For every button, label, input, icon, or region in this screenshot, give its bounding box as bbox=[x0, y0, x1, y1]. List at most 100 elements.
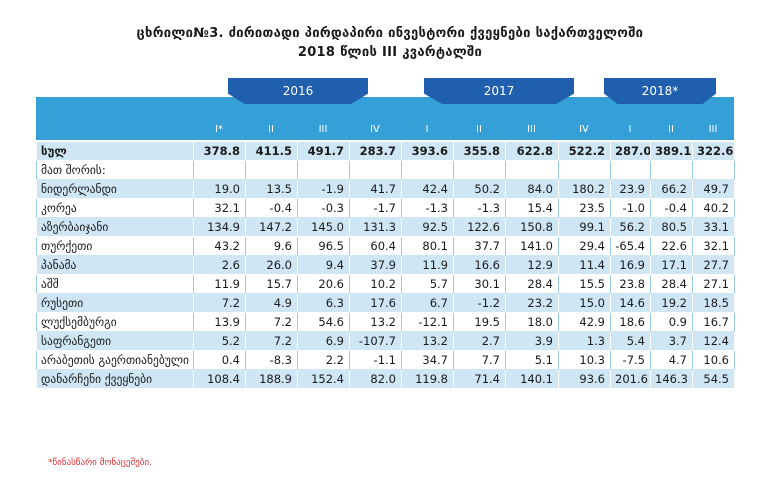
value-cell: 16.6 bbox=[453, 255, 506, 275]
value-cell: 5.4 bbox=[610, 331, 651, 351]
value-cell: 11.4 bbox=[558, 255, 611, 275]
value-cell: 96.5 bbox=[297, 236, 350, 256]
value-cell: 141.0 bbox=[505, 236, 559, 256]
value-cell: -1.9 bbox=[297, 179, 350, 199]
value-cell: 147.2 bbox=[245, 217, 298, 237]
quarter-header: III bbox=[318, 124, 328, 135]
value-cell: 10.6 bbox=[692, 350, 735, 370]
value-cell: 287.0 bbox=[610, 141, 651, 161]
investment-table: სულ 378.8 411.5 491.7 283.7 393.6 355.8 622.8 52… bbox=[36, 141, 735, 389]
footnote: *წინასწარი მონაცემები. bbox=[48, 458, 152, 468]
value-cell: 30.1 bbox=[453, 274, 506, 294]
value-cell: 54.5 bbox=[692, 369, 735, 389]
row-label: აზერბაიჯანი bbox=[36, 217, 194, 237]
value-cell: 32.1 bbox=[193, 198, 246, 218]
table-row: რუსეთი 7.2 4.9 6.3 17.6 6.7 -1.2 23.2 15.0 14.6 19… bbox=[36, 293, 735, 313]
value-cell: 19.5 bbox=[453, 312, 506, 332]
value-cell: 283.7 bbox=[349, 141, 402, 161]
value-cell: 5.7 bbox=[401, 274, 454, 294]
value-cell: -1.1 bbox=[349, 350, 402, 370]
value-cell: 34.7 bbox=[401, 350, 454, 370]
table-title: ცხრილი№3. ძირითადი პირდაპირი ინვესტორი ქ… bbox=[136, 26, 644, 41]
value-cell: 134.9 bbox=[193, 217, 246, 237]
value-cell: -0.4 bbox=[245, 198, 298, 218]
year-header-2018: 2018* bbox=[604, 78, 716, 104]
table-row: სულ 378.8 411.5 491.7 283.7 393.6 355.8 622.8 52… bbox=[36, 141, 735, 161]
value-cell: -0.3 bbox=[297, 198, 350, 218]
quarter-header: I* bbox=[215, 124, 223, 135]
value-cell bbox=[650, 160, 693, 180]
value-cell bbox=[297, 160, 350, 180]
value-cell: 28.4 bbox=[650, 274, 693, 294]
value-cell: -0.4 bbox=[650, 198, 693, 218]
value-cell: 389.1 bbox=[650, 141, 693, 161]
row-label: რუსეთი bbox=[36, 293, 194, 313]
quarter-header: I bbox=[628, 124, 632, 135]
value-cell: 22.6 bbox=[650, 236, 693, 256]
value-cell: 93.6 bbox=[558, 369, 611, 389]
value-cell: 16.9 bbox=[610, 255, 651, 275]
value-cell: 9.4 bbox=[297, 255, 350, 275]
value-cell: 5.2 bbox=[193, 331, 246, 351]
value-cell: 522.2 bbox=[558, 141, 611, 161]
value-cell: 5.1 bbox=[505, 350, 559, 370]
value-cell: 9.6 bbox=[245, 236, 298, 256]
row-label: აშშ bbox=[36, 274, 194, 294]
value-cell: 92.5 bbox=[401, 217, 454, 237]
value-cell: 33.1 bbox=[692, 217, 735, 237]
quarter-header: III bbox=[527, 124, 536, 135]
value-cell: 622.8 bbox=[505, 141, 559, 161]
table-row: აშშ 11.9 15.7 20.6 10.2 5.7 30.1 28.4 15.5 23.8 28… bbox=[36, 274, 735, 294]
row-label: პანამა bbox=[36, 255, 194, 275]
table-row: საფრანგეთი 5.2 7.2 6.9 -107.7 13.2 2.7 3.9 1.3 5.… bbox=[36, 331, 735, 351]
value-cell bbox=[558, 160, 611, 180]
value-cell: 0.9 bbox=[650, 312, 693, 332]
value-cell: 41.7 bbox=[349, 179, 402, 199]
value-cell: 131.3 bbox=[349, 217, 402, 237]
value-cell: 6.3 bbox=[297, 293, 350, 313]
row-label: კორეა bbox=[36, 198, 194, 218]
value-cell bbox=[245, 160, 298, 180]
value-cell: 27.1 bbox=[692, 274, 735, 294]
table-row: დანარჩენი ქვეყნები 108.4 188.9 152.4 82.0 119… bbox=[36, 369, 735, 389]
value-cell: 15.4 bbox=[505, 198, 559, 218]
value-cell: 17.6 bbox=[349, 293, 402, 313]
header-bar bbox=[36, 97, 734, 140]
value-cell: 18.0 bbox=[505, 312, 559, 332]
value-cell: -8.3 bbox=[245, 350, 298, 370]
quarter-header: IV bbox=[370, 124, 380, 135]
quarter-header: II bbox=[668, 124, 674, 135]
value-cell: 7.2 bbox=[193, 293, 246, 313]
row-label: დანარჩენი ქვეყნები bbox=[36, 369, 194, 389]
value-cell: -1.0 bbox=[610, 198, 651, 218]
value-cell: -65.4 bbox=[610, 236, 651, 256]
value-cell: 2.7 bbox=[453, 331, 506, 351]
value-cell: -1.3 bbox=[453, 198, 506, 218]
value-cell: 99.1 bbox=[558, 217, 611, 237]
quarter-header: II bbox=[476, 124, 482, 135]
value-cell bbox=[453, 160, 506, 180]
value-cell: 82.0 bbox=[349, 369, 402, 389]
value-cell: 12.9 bbox=[505, 255, 559, 275]
table-row: ნიდერლანდი 19.0 13.5 -1.9 41.7 42.4 50.2 84.0 18… bbox=[36, 179, 735, 199]
value-cell: -12.1 bbox=[401, 312, 454, 332]
value-cell: 71.4 bbox=[453, 369, 506, 389]
value-cell: 32.1 bbox=[692, 236, 735, 256]
value-cell: 6.7 bbox=[401, 293, 454, 313]
value-cell: 18.5 bbox=[692, 293, 735, 313]
value-cell: 119.8 bbox=[401, 369, 454, 389]
value-cell: 145.0 bbox=[297, 217, 350, 237]
value-cell: 322.6 bbox=[692, 141, 735, 161]
value-cell: 146.3 bbox=[650, 369, 693, 389]
value-cell: 7.2 bbox=[245, 312, 298, 332]
row-label: თურქეთი bbox=[36, 236, 194, 256]
value-cell bbox=[349, 160, 402, 180]
value-cell: 13.5 bbox=[245, 179, 298, 199]
value-cell: 355.8 bbox=[453, 141, 506, 161]
value-cell: 150.8 bbox=[505, 217, 559, 237]
table-row: თურქეთი 43.2 9.6 96.5 60.4 80.1 37.7 141.0 29.4-… bbox=[36, 236, 735, 256]
value-cell: 13.9 bbox=[193, 312, 246, 332]
value-cell: 2.6 bbox=[193, 255, 246, 275]
row-label: მათ შორის: bbox=[36, 160, 194, 180]
value-cell: -1.7 bbox=[349, 198, 402, 218]
